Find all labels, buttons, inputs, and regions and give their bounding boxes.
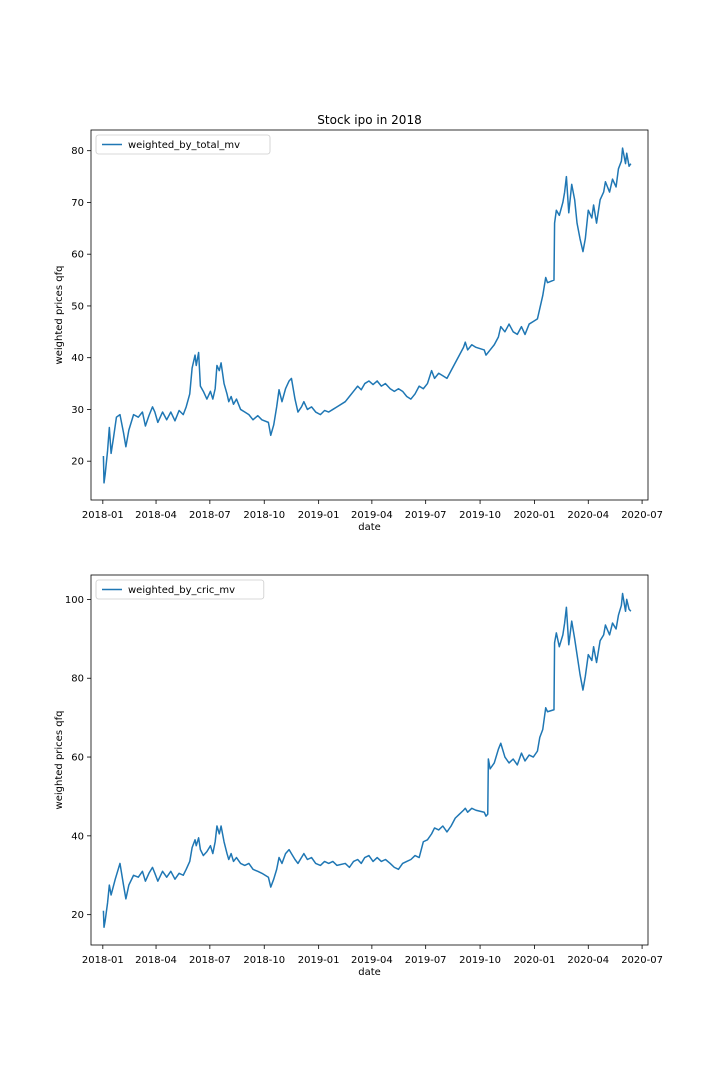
x-tick-label: 2020-01	[514, 510, 556, 521]
x-tick-label: 2020-07	[621, 510, 663, 521]
x-tick-label: 2019-04	[351, 510, 393, 521]
legend-box	[95, 134, 271, 155]
x-tick-label: 2020-01	[514, 955, 556, 966]
x-tick-label: 2018-07	[189, 510, 231, 521]
x-tick-label: 2019-04	[351, 955, 393, 966]
chart-title: Stock ipo in 2018	[317, 113, 421, 127]
y-tick-label: 20	[71, 910, 84, 921]
x-tick-label: 2018-10	[243, 955, 285, 966]
chart-panel-top: 2018-01 2018-04 2018-07 2018-10 2019-01 2019-…	[54, 113, 663, 533]
y-tick-label: 70	[71, 198, 84, 209]
y-axis-label: weighted prices qfq	[54, 266, 65, 365]
legend-label: weighted_by_cric_mv	[128, 585, 235, 596]
y-tick-label: 100	[65, 595, 84, 606]
x-tick-label: 2020-04	[567, 510, 609, 521]
x-tick-label: 2019-01	[298, 955, 340, 966]
legend: weighted_by_total_mv	[95, 134, 271, 155]
legend-box	[95, 579, 265, 600]
series-line-weighted_by_cric_mv	[102, 592, 632, 929]
chart-panel-bottom: 2018-01 2018-04 2018-07 2018-10 2019-01 2019-…	[54, 574, 663, 978]
x-tick-label: 2018-10	[243, 510, 285, 521]
y-tick-label: 60	[71, 753, 84, 764]
y-tick-label: 20	[71, 457, 84, 468]
x-tick-label: 2019-10	[459, 955, 501, 966]
plot-frame	[90, 129, 649, 501]
x-tick-label: 2018-01	[82, 955, 124, 966]
x-tick-label: 2019-01	[298, 510, 340, 521]
series-line-weighted_by_total_mv	[102, 147, 632, 484]
x-tick-label: 2020-07	[621, 955, 663, 966]
y-tick-label: 80	[71, 146, 84, 157]
x-tick-label: 2018-04	[135, 955, 177, 966]
x-tick-label: 2020-04	[567, 955, 609, 966]
y-tick-label: 40	[71, 831, 84, 842]
y-tick-label: 60	[71, 250, 84, 261]
plot-frame	[90, 574, 649, 946]
legend: weighted_by_cric_mv	[95, 579, 265, 600]
x-tick-label: 2019-07	[405, 510, 447, 521]
x-tick-label: 2019-07	[405, 955, 447, 966]
y-tick-label: 50	[71, 301, 84, 312]
x-tick-label: 2018-07	[189, 955, 231, 966]
x-axis-label: date	[358, 522, 381, 533]
y-tick-label: 80	[71, 674, 84, 685]
legend-label: weighted_by_total_mv	[128, 140, 240, 151]
x-tick-label: 2019-10	[459, 510, 501, 521]
x-tick-label: 2018-01	[82, 510, 124, 521]
y-tick-label: 40	[71, 353, 84, 364]
y-tick-label: 30	[71, 405, 84, 416]
y-axis-label: weighted prices qfq	[54, 711, 65, 810]
x-axis-label: date	[358, 967, 381, 978]
x-tick-label: 2018-04	[135, 510, 177, 521]
